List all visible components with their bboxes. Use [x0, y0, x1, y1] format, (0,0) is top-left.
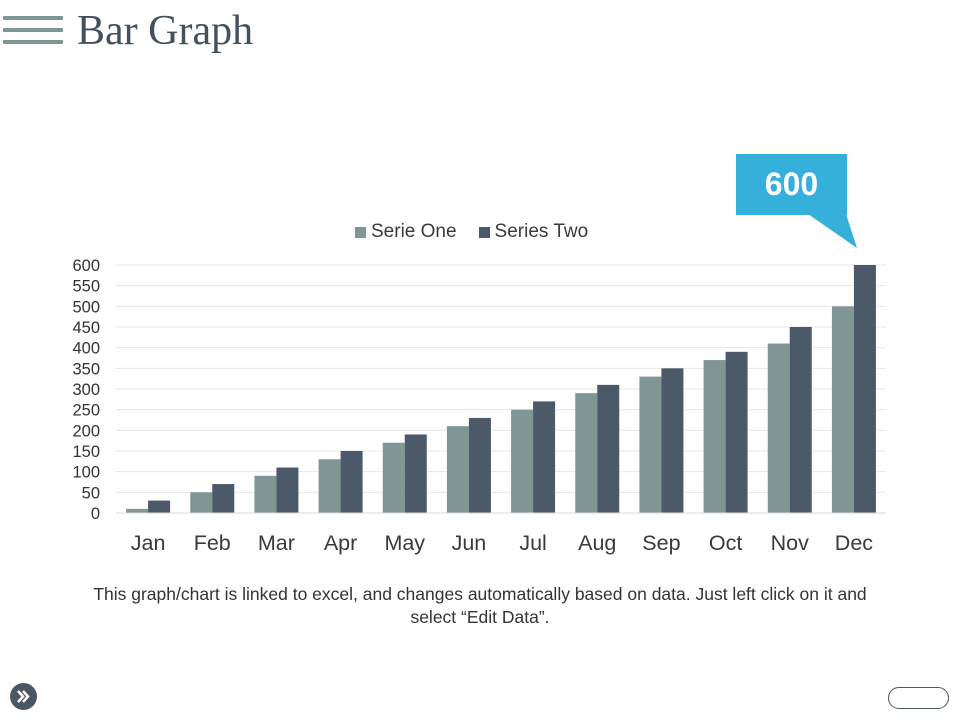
double-chevron-right-icon	[17, 690, 30, 703]
x-tick-label: Apr	[324, 531, 357, 555]
x-tick-label: Jul	[519, 531, 546, 555]
bar-series-two	[661, 368, 684, 513]
legend-swatch-serie-one	[355, 226, 366, 238]
bar-serie-one	[703, 360, 726, 513]
y-tick-label: 600	[72, 257, 100, 275]
bar-serie-one	[575, 393, 598, 513]
footnote-text: This graph/chart is linked to excel, and…	[93, 584, 867, 627]
y-tick-label: 500	[72, 298, 100, 316]
bar-series-two	[789, 327, 812, 513]
callout-badge: 600	[736, 154, 847, 215]
y-tick-label: 350	[72, 360, 100, 378]
bar-serie-one	[254, 475, 277, 513]
bar-serie-one	[511, 409, 534, 513]
bar-serie-one	[190, 492, 213, 513]
x-tick-label: Jun	[452, 531, 487, 555]
y-tick-label: 100	[72, 464, 100, 482]
y-tick-label: 250	[72, 402, 100, 420]
bar-serie-one	[767, 343, 790, 513]
x-tick-label: Jan	[131, 531, 166, 555]
page-title: Bar Graph	[77, 8, 254, 54]
bar-series-two	[404, 434, 427, 513]
x-tick-label: Sep	[642, 531, 680, 555]
bar-serie-one	[446, 426, 469, 513]
bar-serie-one	[126, 508, 149, 513]
bar-serie-one	[639, 376, 662, 513]
y-tick-label: 200	[72, 422, 100, 440]
bar-series-two	[468, 417, 491, 513]
y-tick-label: 0	[91, 505, 100, 523]
hamburger-menu-icon[interactable]	[3, 14, 63, 46]
x-tick-label: Oct	[709, 531, 742, 555]
bar-series-two	[340, 451, 363, 513]
bar-series-two	[725, 351, 748, 513]
y-tick-label: 550	[72, 278, 100, 296]
x-tick-label: Dec	[835, 531, 873, 555]
x-tick-label: Feb	[194, 531, 231, 555]
x-tick-label: Mar	[258, 531, 295, 555]
callout-value: 600	[764, 166, 819, 202]
legend-swatch-series-two	[478, 226, 490, 238]
bar-series-two	[597, 384, 620, 513]
legend-item-serie-one: Serie One	[355, 221, 457, 243]
x-tick-label: Nov	[771, 531, 809, 555]
chart-legend: Serie One Series Two	[355, 220, 610, 244]
bar-serie-one	[318, 459, 341, 513]
bar-series-two	[533, 401, 556, 513]
legend-label-serie-one: Serie One	[371, 221, 457, 242]
bar-serie-one	[831, 306, 854, 513]
bar-series-two	[276, 467, 299, 513]
y-tick-label: 300	[72, 381, 100, 399]
y-tick-label: 50	[82, 484, 100, 502]
bar-serie-one	[382, 442, 405, 513]
x-tick-label: Aug	[578, 531, 616, 555]
bar-series-two	[148, 500, 171, 513]
legend-item-series-two: Series Two	[478, 221, 589, 243]
next-slide-button[interactable]	[10, 683, 37, 710]
x-tick-label: May	[384, 531, 425, 555]
y-tick-label: 450	[72, 319, 100, 337]
legend-label-series-two: Series Two	[494, 221, 589, 242]
y-tick-label: 400	[72, 340, 100, 358]
bar-series-two	[853, 265, 876, 513]
oval-nav-button[interactable]	[888, 687, 949, 709]
bar-series-two	[212, 484, 235, 513]
y-tick-label: 150	[72, 443, 100, 461]
